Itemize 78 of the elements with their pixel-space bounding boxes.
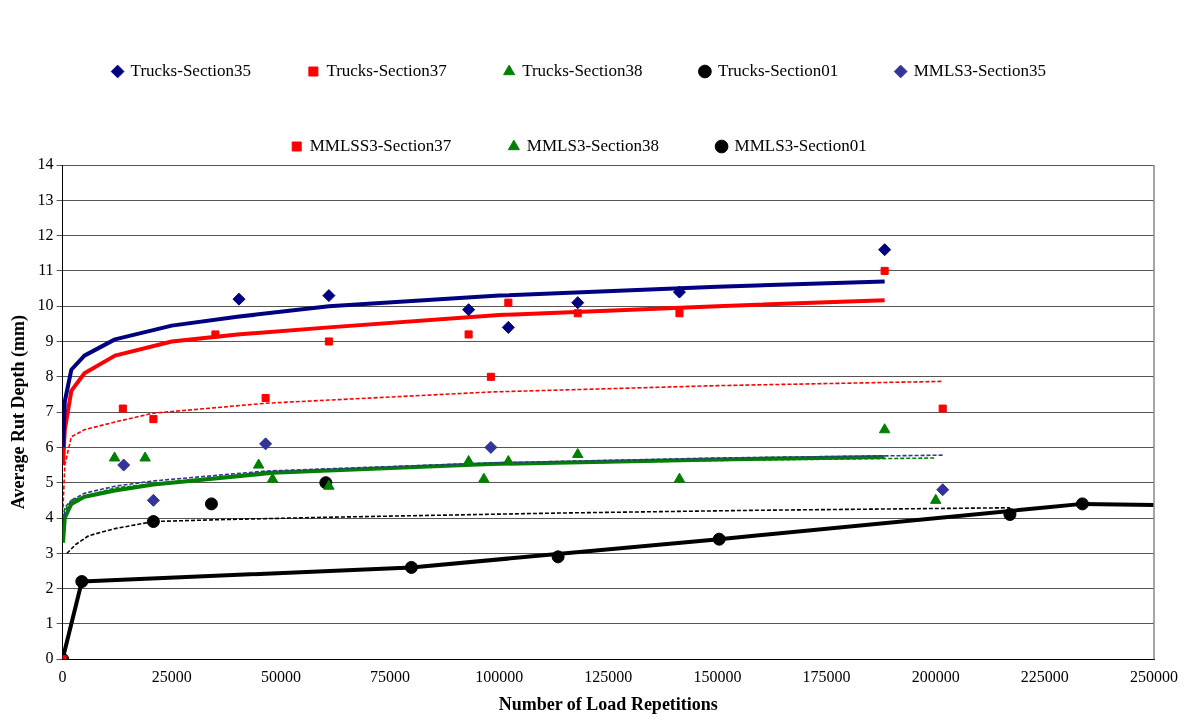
y-tick-label: 6 [45, 437, 54, 455]
y-tick-label: 9 [45, 331, 54, 349]
x-tick-label: 200000 [911, 668, 960, 685]
y-tick-label: 8 [45, 367, 54, 384]
x-tick-label: 225000 [1020, 668, 1069, 685]
point [573, 309, 582, 318]
point [504, 298, 513, 307]
y-axis-title: Average Rut Depth (mm) [8, 315, 30, 510]
x-tick-label: 125000 [584, 668, 633, 685]
x-tick-label: 100000 [475, 668, 524, 685]
point [261, 393, 270, 403]
point [324, 337, 333, 346]
y-tick-label: 3 [45, 543, 54, 561]
point [484, 440, 498, 454]
point [404, 560, 418, 574]
y-tick-label: 4 [45, 508, 54, 526]
point [139, 451, 151, 462]
point [211, 330, 220, 339]
point [878, 243, 892, 257]
point [232, 292, 246, 306]
point [118, 404, 127, 413]
point [880, 266, 889, 275]
x-tick-label: 0 [58, 668, 67, 685]
point [930, 493, 942, 504]
legend-label: MMLSS3-Section37 [309, 135, 452, 155]
point [572, 447, 584, 458]
point [117, 458, 131, 472]
point [571, 296, 585, 310]
legend-label: MMLS3-Section01 [734, 135, 867, 155]
point [323, 479, 335, 490]
point [204, 497, 218, 511]
y-tick-label: 13 [37, 190, 54, 208]
y-tick-label: 2 [45, 578, 54, 596]
point [712, 532, 726, 546]
point [675, 309, 684, 318]
y-tick-label: 12 [37, 225, 54, 243]
legend-label: Trucks-Section01 [717, 60, 839, 80]
legend-label: Trucks-Section38 [522, 60, 643, 80]
x-tick-label: 175000 [802, 668, 851, 685]
point [878, 423, 891, 434]
x-tick-label: 75000 [370, 668, 411, 685]
x-tick-label: 250000 [1130, 668, 1178, 685]
point [486, 372, 495, 381]
y-tick-label: 11 [38, 261, 54, 279]
point [938, 404, 947, 413]
x-tick-label: 25000 [151, 668, 192, 685]
point [936, 483, 950, 497]
point [75, 575, 89, 589]
point [259, 437, 273, 451]
y-tick-label: 1 [45, 614, 54, 632]
point [673, 472, 686, 483]
point [464, 330, 473, 339]
legend-label: MMLS3-Section38 [526, 135, 660, 155]
point [1075, 497, 1089, 511]
point [108, 451, 121, 462]
x-axis-title: Number of Load Repetitions [498, 693, 718, 714]
y-tick-label: 0 [45, 649, 54, 667]
legend-label: Trucks-Section35 [130, 60, 251, 80]
y-tick-label: 10 [37, 296, 54, 314]
point [551, 550, 565, 564]
x-tick-label: 150000 [693, 668, 742, 685]
point [478, 472, 490, 483]
point [462, 455, 475, 466]
point [501, 320, 515, 334]
point [672, 285, 686, 299]
point [146, 493, 160, 507]
point [149, 415, 158, 424]
legend-label: Trucks-Section37 [326, 60, 448, 80]
y-tick-label: 5 [45, 472, 54, 490]
point [322, 289, 336, 303]
point [146, 515, 160, 529]
point [252, 458, 265, 469]
x-tick-label: 50000 [260, 668, 301, 685]
legend-label: MMLS3-Section35 [913, 60, 1046, 80]
y-tick-label: 7 [45, 402, 54, 420]
y-tick-label: 14 [37, 155, 54, 173]
point [1003, 507, 1017, 521]
point [462, 303, 476, 317]
